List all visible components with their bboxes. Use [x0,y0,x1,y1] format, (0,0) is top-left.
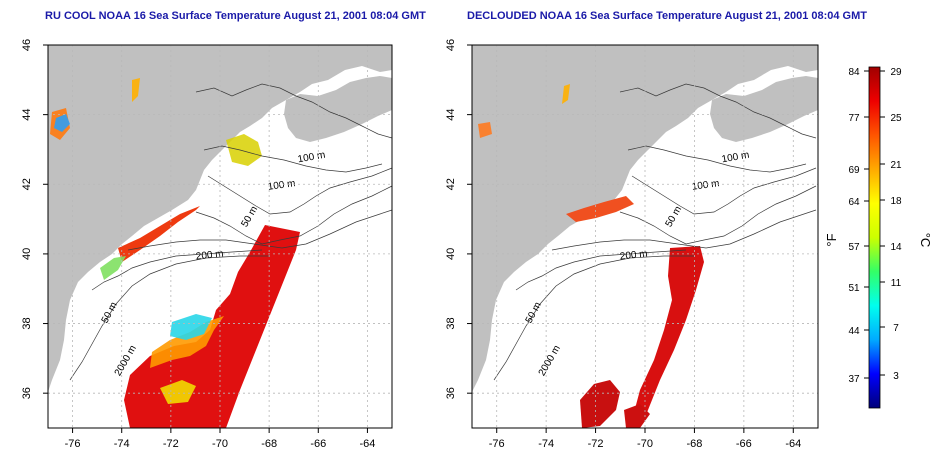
celsius-tick-label: 11 [891,278,902,289]
isobath-line [515,249,687,291]
lat-tick-label: 40 [445,248,457,260]
lon-tick-label: -74 [114,438,130,450]
celsius-label: °C [918,233,933,248]
isobath-line [619,185,817,245]
colorbar-gradient [868,66,881,409]
lat-tick-label: 38 [445,317,457,329]
lon-tick-label: -64 [359,438,375,450]
isobath-line [195,83,393,139]
celsius-tick-label: 29 [890,67,902,78]
celsius-tick-label: 14 [890,242,902,253]
sst-patch-lake [132,78,140,102]
sst-patch-yellow [160,380,196,404]
sst-patch-cyan [170,314,212,340]
fahrenheit-tick-label: 84 [848,67,860,78]
sst-patch-coastal-green [100,256,126,280]
left-map-panel [48,45,392,428]
sst-patch-coastal [566,196,634,222]
fahrenheit-tick-label: 57 [848,242,860,253]
celsius-tick-label: 3 [893,371,899,382]
celsius-tick-label: 7 [893,323,899,334]
lon-tick-label: -64 [785,438,801,450]
fahrenheit-tick-label: 51 [848,283,860,294]
lat-tick-label: 40 [21,248,33,260]
sst-patch-gulf-maine [226,134,262,166]
lon-tick-label: -72 [163,438,179,450]
sst-patch-coastal [118,198,208,262]
fahrenheit-tick-label: 69 [848,165,860,176]
land-mass [472,45,818,392]
axes-right: -76 -74 -72 -70 -68 -66 -64 36 38 40 42 44 46 [445,39,819,450]
celsius-tick-label: 21 [890,160,902,171]
lon-tick-label: -66 [310,438,326,450]
lat-tick-label: 44 [445,109,457,121]
fahrenheit-tick-label: 77 [848,113,860,124]
land-nova-scotia [284,76,392,142]
lon-tick-label: -70 [212,438,228,450]
lon-tick-label: -72 [588,438,604,450]
lat-tick-label: 42 [21,178,33,190]
lon-tick-label: -76 [65,438,81,450]
isobath-label: 200 m [619,249,648,263]
isobath-line [203,145,383,173]
lat-tick-label: 46 [21,39,33,51]
isobath-line [551,209,817,251]
lon-tick-label: -68 [261,438,277,450]
lon-tick-label: -68 [686,438,702,450]
fahrenheit-tick-label: 44 [848,326,860,337]
left-map-title: RU COOL NOAA 16 Sea Surface Temperature … [45,10,426,22]
celsius-tick-label: 25 [890,113,902,124]
axes-left: -76 -74 -72 -70 -68 -66 -64 36 38 40 42 44 46 [21,39,393,450]
celsius-tick-label: 18 [890,196,902,207]
right-map-title: DECLOUDED NOAA 16 Sea Surface Temperatur… [467,10,867,22]
isobath-line [631,167,817,215]
lat-tick-label: 36 [21,387,33,399]
graticule-right [472,44,818,428]
isobath-line [195,185,393,245]
fahrenheit-label: °F [824,233,839,246]
lon-tick-label: -70 [637,438,653,450]
isobath-line [69,255,270,381]
lat-tick-label: 46 [445,39,457,51]
lat-tick-label: 38 [21,317,33,329]
colorbar-ticks: 84 77 69 64 57 51 44 37 29 25 21 18 14 11 7 3 [848,67,902,385]
lat-tick-label: 36 [445,387,457,399]
land-nova-scotia [710,76,818,142]
isobath-line [627,145,807,173]
lat-tick-label: 42 [445,178,457,190]
lon-tick-label: -74 [538,438,554,450]
lat-tick-label: 44 [21,109,33,121]
temperature-colorbar: 84 77 69 64 57 51 44 37 29 25 21 18 14 11 7 3 °F °C [824,66,933,409]
lon-tick-label: -66 [736,438,752,450]
isobath-label: 100 m [691,178,720,193]
fahrenheit-tick-label: 64 [848,197,860,208]
isobath-label: 100 m [267,178,296,193]
isobath-label: 200 m [195,249,224,263]
sst-patch-south [580,380,620,428]
land-mass [48,45,392,392]
sst-patch-inland [54,114,70,132]
isobath-line [207,167,393,215]
isobath-line [493,255,694,381]
isobath-label: 100 m [297,150,326,166]
lon-tick-label: -76 [489,438,505,450]
fahrenheit-tick-label: 37 [848,374,860,385]
isobath-label: 100 m [721,150,750,166]
isobath-line [91,249,263,291]
isobath-line [127,209,393,251]
sst-patch-lake [562,84,570,104]
sst-patch-bay-fundy [478,122,492,138]
isobath-line [619,83,817,139]
sst-patch-offshore [632,246,704,428]
sst-patch-south-2 [624,404,650,428]
